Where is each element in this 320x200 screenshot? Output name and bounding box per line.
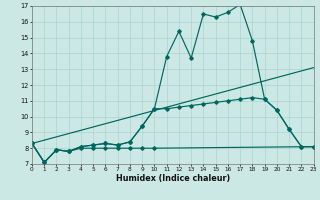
- X-axis label: Humidex (Indice chaleur): Humidex (Indice chaleur): [116, 174, 230, 183]
